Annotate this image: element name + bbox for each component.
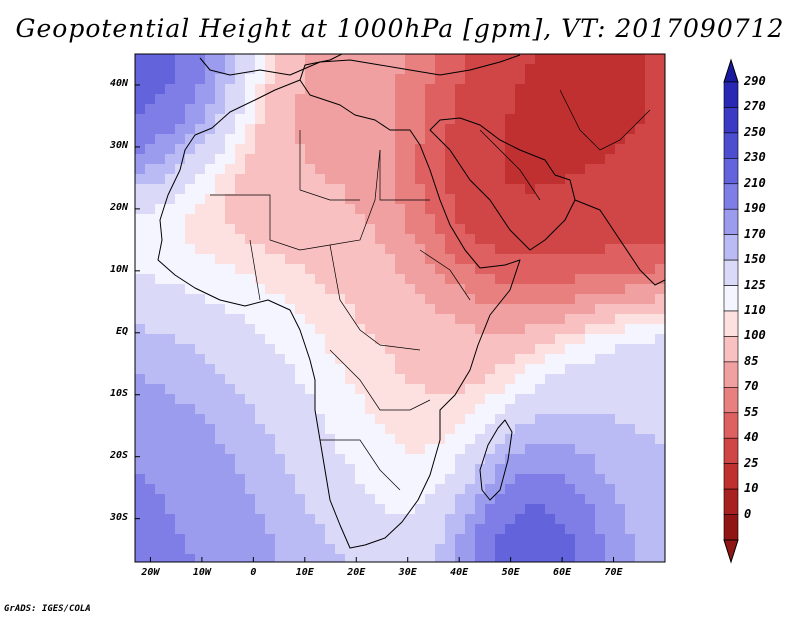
arabia-coastline <box>429 117 576 251</box>
colorbar-box <box>723 437 739 464</box>
colorbar-label: 270 <box>744 99 766 114</box>
height-field <box>135 54 665 562</box>
colorbar-min-arrow <box>723 539 739 564</box>
africa-coastline <box>157 54 521 549</box>
coastlines <box>157 54 665 549</box>
lon-label: 20W <box>141 567 160 578</box>
country-borders <box>210 89 651 491</box>
colorbar-box <box>723 285 739 312</box>
colorbar-box <box>723 158 739 185</box>
lon-label: 60E <box>553 567 572 578</box>
lon-label: 70E <box>604 567 623 578</box>
axis-ticks <box>135 84 615 562</box>
colorbar-label: 230 <box>744 150 766 165</box>
colorbar-label: 125 <box>744 277 766 292</box>
lat-label: 10S <box>109 387 128 399</box>
colorbar-label: 170 <box>744 226 766 241</box>
colorbar-label: 85 <box>744 353 759 368</box>
lat-label: 20N <box>109 201 128 213</box>
colorbar-max-arrow <box>723 58 739 83</box>
lon-label: 10E <box>295 567 314 578</box>
colorbar <box>723 58 739 564</box>
colorbar-label: 110 <box>744 303 766 317</box>
colorbar-box <box>723 81 739 108</box>
colorbar-label: 290 <box>744 74 766 88</box>
lon-label: 30E <box>398 567 417 578</box>
lat-label: EQ <box>115 325 128 337</box>
madagascar-coastline <box>479 419 513 501</box>
lon-label: 50E <box>501 567 520 578</box>
colorbar-box <box>723 412 739 439</box>
colorbar-box <box>723 183 739 210</box>
colorbar-box <box>723 310 739 337</box>
colorbar-label: 10 <box>744 481 759 496</box>
lon-label: 10W <box>192 567 211 578</box>
colorbar-label: 100 <box>744 328 766 343</box>
colorbar-label: 0 <box>744 506 752 521</box>
europe-coastline <box>199 54 521 76</box>
lat-label: 20S <box>109 449 128 461</box>
colorbar-label: 250 <box>744 124 766 139</box>
colorbar-box <box>723 336 739 363</box>
colorbar-box <box>723 488 739 515</box>
lat-label: 30S <box>109 511 128 523</box>
lon-label: 40E <box>450 567 469 578</box>
colorbar-box <box>723 463 739 490</box>
colorbar-label: 190 <box>744 201 766 216</box>
colorbar-box <box>723 514 739 541</box>
colorbar-label: 40 <box>744 430 759 445</box>
lat-label: 40N <box>109 77 128 89</box>
colorbar-label: 150 <box>744 252 766 267</box>
colorbar-box <box>723 208 739 235</box>
colorbar-box <box>723 259 739 286</box>
colorbar-label: 70 <box>744 379 759 394</box>
asia-coastline <box>574 199 665 286</box>
map-title: Geopotential Height at 1000hPa [gpm], VT… <box>15 14 785 43</box>
lon-label: 0 <box>250 567 257 578</box>
colorbar-box <box>723 234 739 261</box>
colorbar-box <box>723 387 739 414</box>
lon-label: 20E <box>347 567 366 578</box>
colorbar-box <box>723 132 739 159</box>
colorbar-label: 55 <box>744 404 759 419</box>
colorbar-label: 25 <box>744 455 759 470</box>
lat-label: 30N <box>109 139 128 151</box>
lat-label: 10N <box>109 263 128 275</box>
colorbar-box <box>723 361 739 388</box>
colorbar-label: 210 <box>744 175 766 190</box>
colorbar-box <box>723 107 739 134</box>
map-frame <box>134 53 666 563</box>
credit-text: GrADS: IGES/COLA <box>4 604 91 614</box>
